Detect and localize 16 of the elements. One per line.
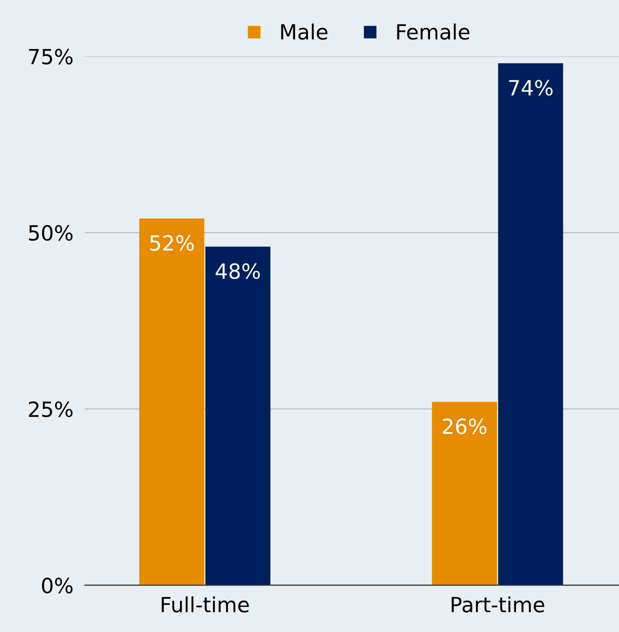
data-label: 26% [442, 418, 486, 434]
bar [432, 402, 497, 586]
legend-label: Male [281, 24, 328, 40]
y-tick-label: 50% [28, 225, 73, 241]
bar [498, 63, 564, 586]
x-tick-label: Full-time [162, 596, 249, 612]
x-tick-label: Part-time [452, 596, 544, 612]
data-label: 74% [509, 80, 553, 96]
data-label: 48% [216, 263, 260, 280]
data-label: 52% [150, 235, 194, 251]
y-tick-label: 0% [42, 578, 73, 594]
legend-label: Female [397, 24, 470, 40]
bar [139, 218, 204, 586]
y-tick-label: 75% [29, 48, 73, 64]
bar [205, 246, 270, 586]
y-tick-label: 25% [28, 401, 73, 418]
